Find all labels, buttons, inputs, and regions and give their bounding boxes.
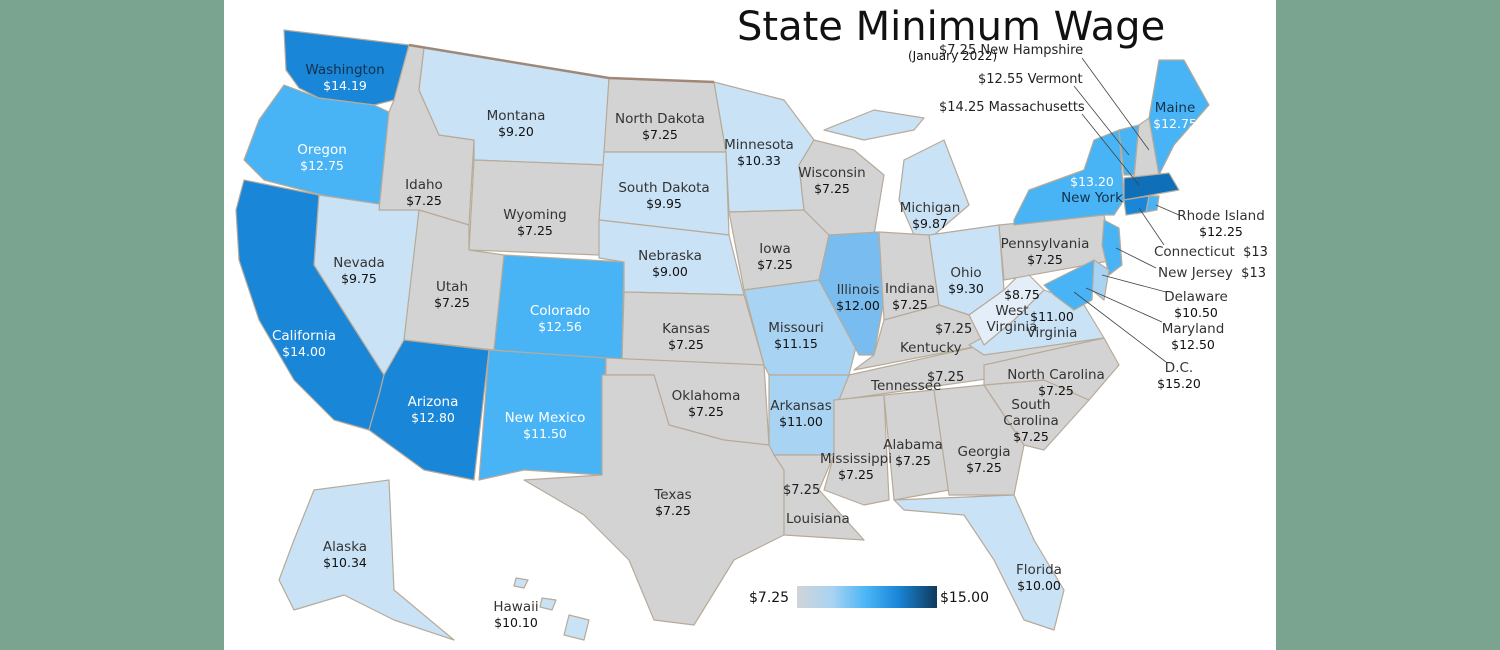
- state-georgia: [933, 384, 1025, 496]
- callout-dc: D.C. $15.20: [1157, 360, 1201, 391]
- map-card: State Minimum Wage (January 2022) Washin…: [224, 0, 1276, 650]
- label-kentucky-wage: $7.25: [935, 322, 973, 337]
- page-subtitle: (January 2022): [908, 49, 998, 63]
- label-arizona: Arizona $12.80: [407, 394, 459, 425]
- state-new-jersey: [1101, 219, 1123, 276]
- callout-lines: [1073, 57, 1180, 363]
- label-wyoming: Wyoming $7.25: [503, 207, 567, 238]
- label-louisiana-name: Louisiana: [786, 511, 850, 527]
- label-washington: Washington $14.19: [305, 62, 385, 93]
- label-indiana: Indiana $7.25: [885, 281, 935, 312]
- label-missouri: Missouri $11.15: [768, 320, 824, 351]
- state-west-virginia: [968, 269, 1045, 346]
- callout-vermont: $12.55 Vermont: [978, 72, 1083, 87]
- state-hawaii-oahu: [513, 577, 529, 589]
- state-wisconsin: [798, 139, 885, 236]
- label-illinois: Illinois $12.00: [836, 282, 880, 313]
- label-new-york: $13.20 New York: [1061, 174, 1123, 206]
- label-nevada: Nevada $9.75: [333, 255, 385, 286]
- legend-gradient-bar: [797, 586, 937, 608]
- label-nebraska: Nebraska $9.00: [638, 248, 702, 279]
- state-hawaii-big: [563, 614, 590, 641]
- legend-min-label: $7.25: [749, 590, 790, 606]
- state-alaska: [278, 479, 455, 641]
- label-utah: Utah $7.25: [434, 279, 470, 310]
- label-ohio: Ohio $9.30: [948, 265, 984, 296]
- state-arizona: [368, 339, 490, 481]
- label-tennessee-wage: $7.25: [927, 370, 965, 385]
- state-texas: [523, 374, 785, 626]
- label-kansas: Kansas $7.25: [662, 321, 710, 352]
- callout-maryland: Maryland $12.50: [1161, 321, 1225, 352]
- label-minnesota: Minnesota $10.33: [724, 137, 794, 168]
- label-idaho: Idaho $7.25: [405, 177, 443, 208]
- page-title: State Minimum Wage: [737, 4, 1166, 50]
- label-alabama: Alabama $7.25: [883, 437, 943, 468]
- label-colorado: Colorado $12.56: [529, 303, 591, 334]
- callout-new-hampshire: $7.25 New Hampshire: [939, 43, 1084, 58]
- label-mississippi: Mississippi $7.25: [820, 451, 892, 482]
- label-maine: Maine $12.75: [1153, 100, 1197, 131]
- label-kentucky-name: Kentucky: [900, 340, 962, 356]
- state-hawaii-maui: [539, 597, 557, 611]
- callout-connecticut: Connecticut $13: [1154, 244, 1268, 260]
- label-pennsylvania: Pennsylvania $7.25: [1000, 236, 1090, 267]
- border-line: [408, 43, 715, 84]
- legend-max-label: $15.00: [940, 590, 989, 606]
- label-south-carolina: South Carolina $7.25: [1003, 397, 1059, 444]
- label-georgia: Georgia $7.25: [957, 444, 1011, 475]
- state-new-york: [1013, 129, 1125, 226]
- label-south-dakota: South Dakota $9.95: [618, 180, 710, 211]
- label-north-dakota: North Dakota $7.25: [615, 111, 705, 142]
- label-west-virginia: $8.75 West Virginia: [986, 287, 1040, 335]
- callout-massachusetts: $14.25 Massachusetts: [939, 100, 1085, 115]
- label-oklahoma: Oklahoma $7.25: [671, 388, 741, 419]
- state-florida: [893, 494, 1065, 631]
- label-florida: Florida $10.00: [1016, 562, 1062, 593]
- label-hawaii: Hawaii $10.10: [493, 599, 539, 630]
- state-rhode-island: [1145, 195, 1160, 213]
- callout-delaware: Delaware $10.50: [1164, 289, 1228, 320]
- label-wisconsin: Wisconsin $7.25: [798, 165, 866, 196]
- label-new-mexico: New Mexico $11.50: [504, 410, 586, 441]
- state-massachusetts: [1123, 172, 1180, 201]
- state-connecticut: [1123, 195, 1150, 216]
- label-michigan: Michigan $9.87: [899, 200, 961, 231]
- callout-rhode-island: Rhode Island $12.25: [1177, 208, 1265, 239]
- label-tennessee-name: Tennessee: [871, 378, 942, 394]
- label-virginia: $11.00 Virginia: [1026, 309, 1078, 341]
- label-arkansas: Arkansas $11.00: [770, 398, 832, 429]
- label-alaska: Alaska $10.34: [322, 539, 368, 570]
- label-oregon: Oregon $12.75: [297, 142, 347, 173]
- callout-new-jersey: New Jersey $13: [1158, 265, 1266, 281]
- label-louisiana-wage: $7.25: [783, 483, 821, 498]
- state-mississippi: [823, 394, 890, 506]
- label-montana: Montana $9.20: [486, 108, 546, 139]
- state-new-mexico: [478, 349, 607, 481]
- label-north-carolina: North Carolina $7.25: [1007, 367, 1105, 398]
- us-map: [235, 29, 1210, 641]
- label-california: California $14.00: [271, 328, 337, 359]
- label-texas: Texas $7.25: [654, 487, 692, 518]
- state-michigan-up: [823, 109, 925, 141]
- label-iowa: Iowa $7.25: [757, 241, 793, 272]
